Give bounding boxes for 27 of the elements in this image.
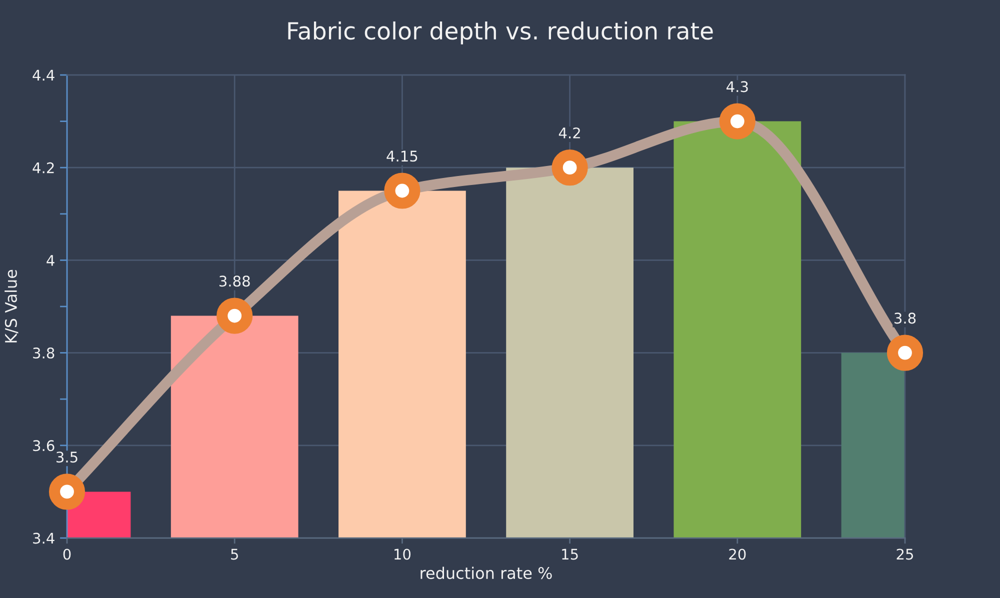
point	[886, 334, 924, 371]
x-tick-label: 0	[63, 548, 71, 560]
y-tick-label: 3.8	[33, 348, 54, 359]
y-tick-label: 4.4	[32, 70, 54, 81]
point	[552, 150, 588, 186]
chart-title: Fabric color depth vs. reduction rate	[288, 21, 713, 44]
x-tick-label: 20	[729, 548, 746, 560]
point	[216, 298, 253, 334]
data-label: 3.8	[894, 312, 916, 324]
data-label: 4.2	[558, 127, 580, 138]
x-tick-label: 5	[231, 548, 238, 560]
x-axis-title: reduction rate %	[420, 566, 552, 580]
x-tick-label: 10	[394, 548, 411, 560]
y-tick-label: 4.2	[32, 162, 54, 174]
data-label: 4.15	[386, 150, 418, 162]
y-axis-title: K/S Value	[4, 270, 18, 342]
y-tick-label: 3.4	[33, 532, 54, 544]
y-tick-label: 4	[46, 255, 54, 266]
point	[48, 474, 86, 510]
point	[384, 172, 420, 209]
y-tick-label: 3.6	[33, 440, 54, 452]
data-label: 4.3	[726, 81, 748, 92]
data-label: 3.88	[219, 276, 250, 287]
x-tick-label: 25	[896, 548, 914, 560]
data-label: 3.5	[56, 452, 78, 463]
point	[719, 103, 756, 140]
x-tick-label: 15	[562, 548, 578, 560]
